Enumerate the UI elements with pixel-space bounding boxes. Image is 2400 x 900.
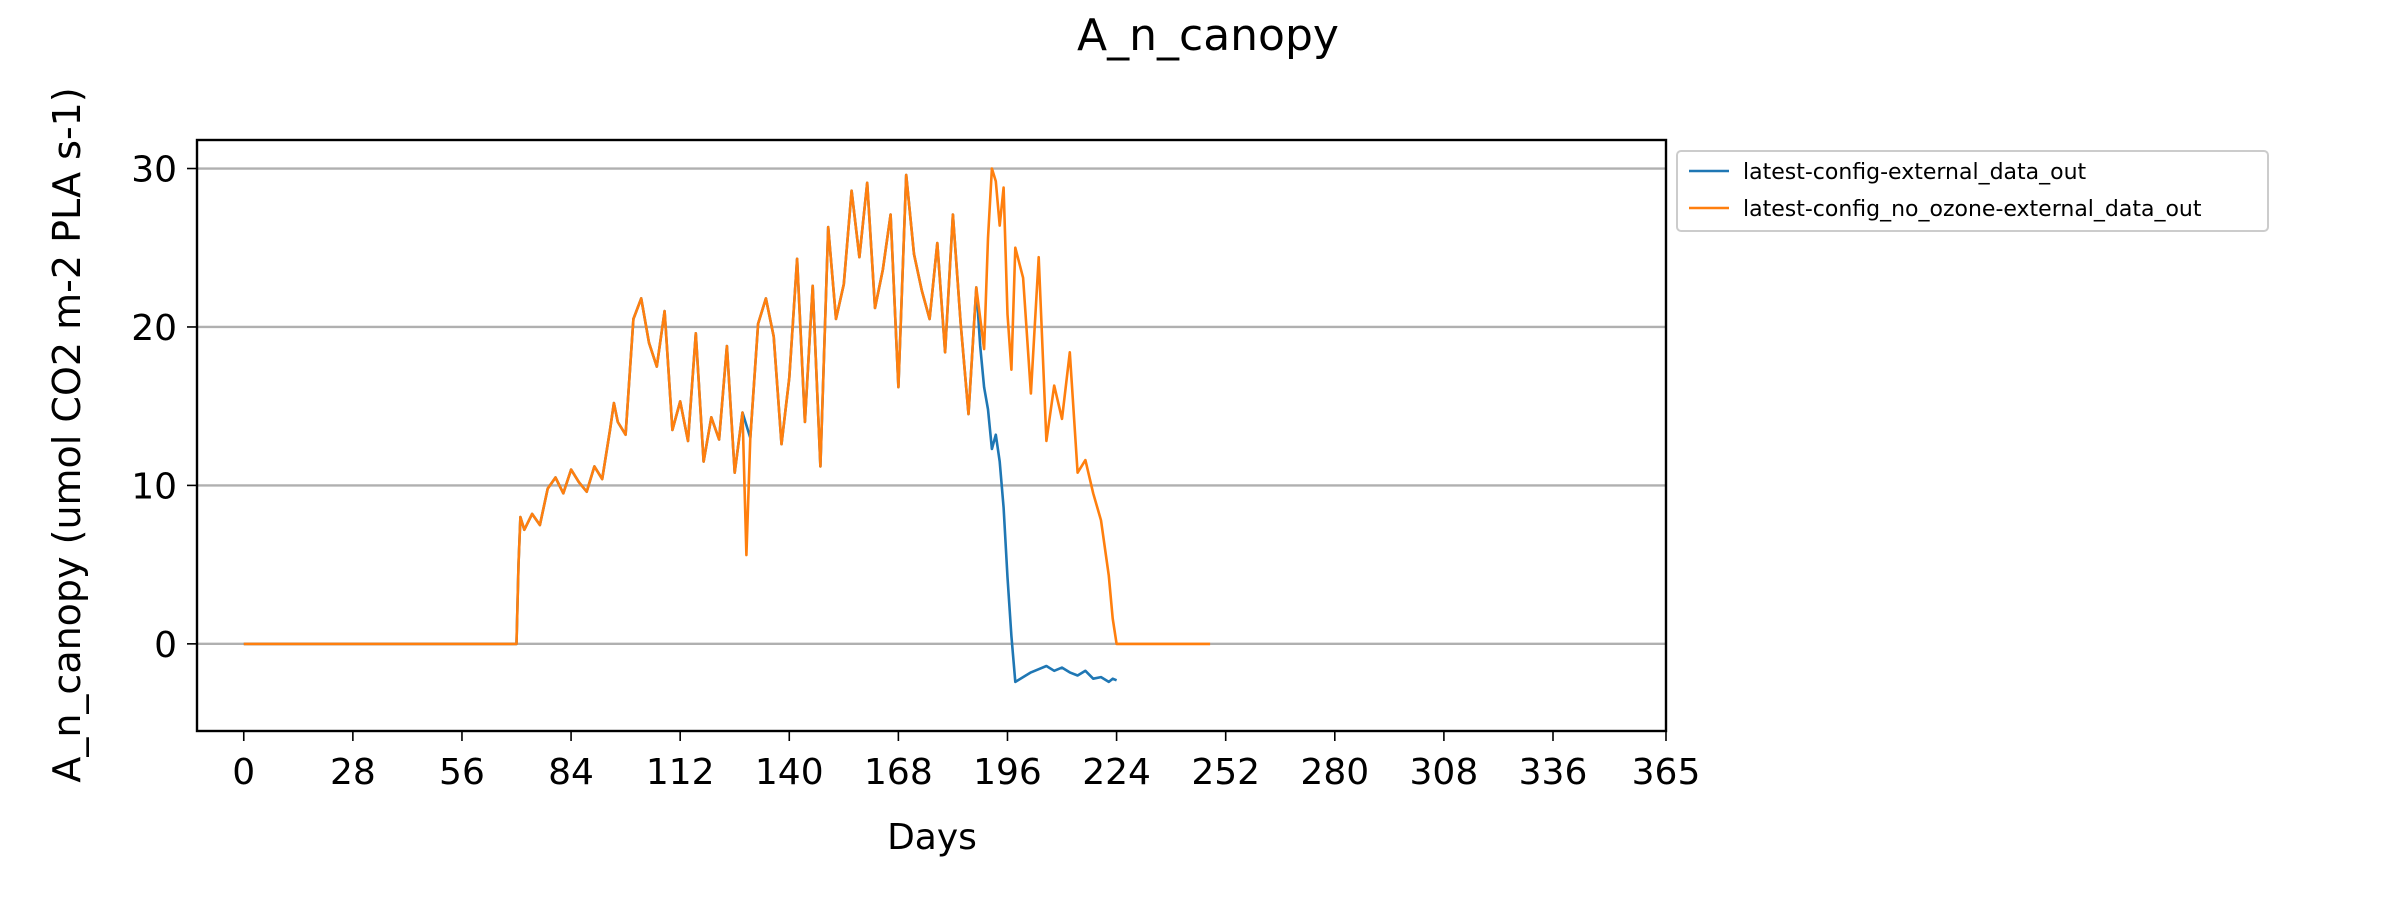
x-tick-label: 0	[232, 752, 255, 793]
x-tick: 308	[1410, 731, 1479, 793]
y-tick: 10	[131, 466, 197, 507]
y-tick: 20	[131, 308, 197, 349]
y-tick-label: 0	[154, 625, 177, 666]
y-tick: 30	[131, 150, 197, 191]
x-tick-label: 56	[439, 752, 485, 793]
series-line-0	[243, 173, 1118, 684]
x-tick-label: 365	[1632, 752, 1701, 793]
x-tick: 280	[1300, 731, 1369, 793]
y-axis-label: A_n_canopy (umol CO2 m-2 PLA s-1)	[45, 87, 89, 782]
x-tick-label: 196	[973, 752, 1042, 793]
x-tick: 224	[1082, 731, 1151, 793]
legend-frame	[1676, 150, 2269, 232]
x-tick-label: 168	[864, 752, 933, 793]
x-tick: 0	[232, 731, 255, 793]
x-axis-ticks: 0 28 56 84 112 140 168 196 224 252 280 308 336 365	[232, 731, 1700, 793]
legend-label: latest-config-external_data_out	[1743, 160, 2087, 185]
x-tick: 168	[864, 731, 933, 793]
legend-item: latest-config_no_ozone-external_data_out	[1689, 197, 2202, 222]
chart-title: A_n_canopy	[1077, 10, 1339, 61]
x-axis-label: Days	[887, 817, 977, 858]
x-tick: 84	[548, 731, 594, 793]
legend: latest-config-external_data_out latest-co…	[1676, 150, 2269, 232]
x-tick: 56	[439, 731, 485, 793]
series-line-1	[243, 167, 1211, 646]
x-tick: 365	[1632, 731, 1701, 793]
x-tick-label: 252	[1191, 752, 1260, 793]
legend-item: latest-config-external_data_out	[1689, 160, 2087, 185]
x-tick-label: 224	[1082, 752, 1151, 793]
x-tick-label: 28	[330, 752, 376, 793]
x-tick-label: 140	[755, 752, 824, 793]
x-tick-label: 112	[646, 752, 715, 793]
y-tick-label: 20	[131, 308, 177, 349]
legend-label: latest-config_no_ozone-external_data_out	[1743, 197, 2202, 222]
y-tick-label: 30	[131, 150, 177, 191]
x-tick: 336	[1519, 731, 1588, 793]
x-tick-label: 84	[548, 752, 594, 793]
y-gridlines	[197, 167, 1666, 646]
plot-frame	[195, 138, 1668, 733]
y-tick-label: 10	[131, 466, 177, 507]
x-tick: 140	[755, 731, 824, 793]
x-tick-label: 336	[1519, 752, 1588, 793]
x-tick: 252	[1191, 731, 1260, 793]
x-tick: 112	[646, 731, 715, 793]
x-tick: 196	[973, 731, 1042, 793]
series-lines	[243, 167, 1211, 684]
y-tick: 0	[154, 625, 197, 666]
y-axis-ticks: 0 10 20 30	[131, 150, 197, 666]
x-tick-label: 280	[1300, 752, 1369, 793]
x-tick: 28	[330, 731, 376, 793]
x-tick-label: 308	[1410, 752, 1479, 793]
